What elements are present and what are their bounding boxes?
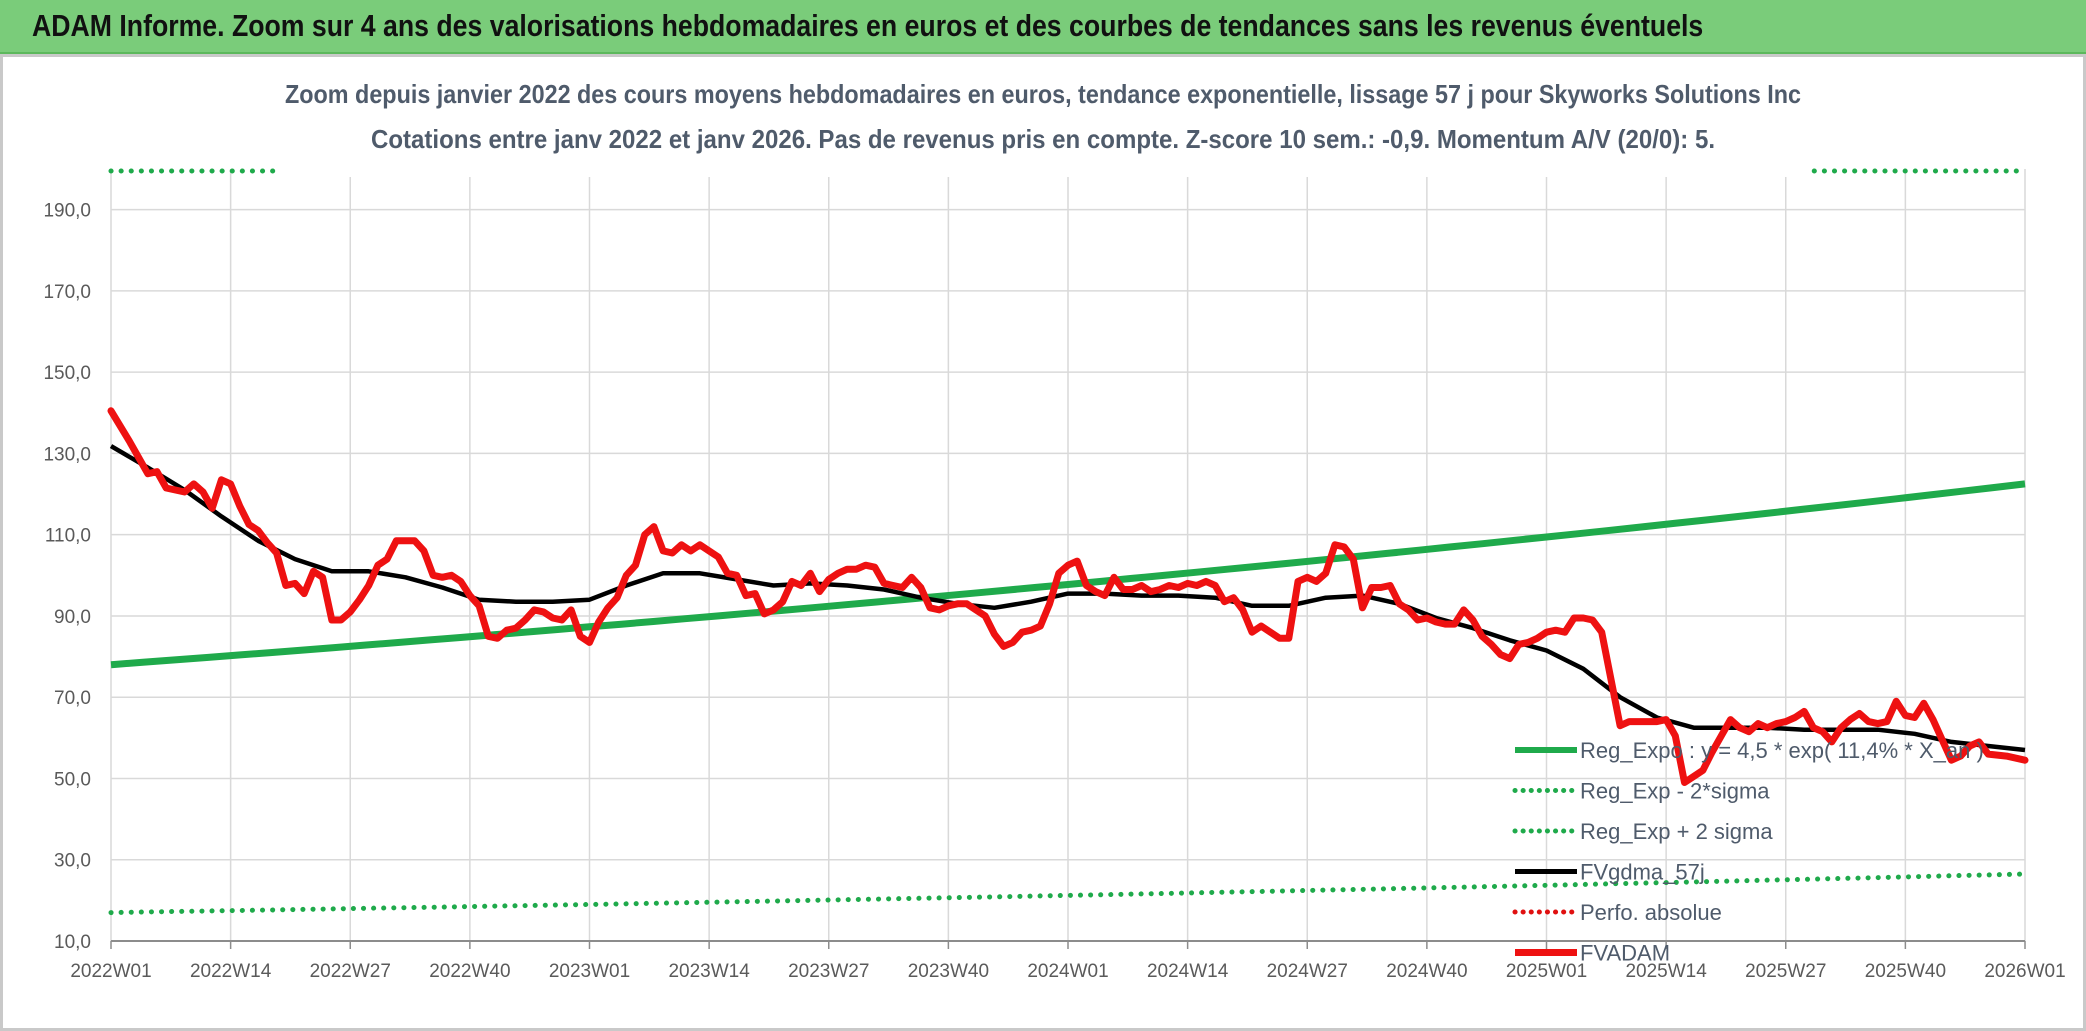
x-tick-label: 2022W14 [190,961,272,982]
x-tick-label: 2025W14 [1625,961,1707,982]
x-tick-label: 2023W40 [908,961,989,982]
y-tick-label: 90,0 [54,607,91,628]
series-layer [107,168,2029,916]
legend-label: Reg_Expo : y = 4,5 * exp( 11,4% * X_an ) [1580,738,1984,763]
series-line-fvadam [107,407,2029,786]
legend-label: Reg_Exp + 2 sigma [1580,819,1773,844]
legend-label: FVgdma_57j [1580,860,1705,885]
page-title: ADAM Informe. Zoom sur 4 ans des valoris… [32,8,1704,43]
y-tick-label: 110,0 [45,526,91,547]
x-tick-label: 2024W01 [1027,961,1108,982]
chart-svg: Zoom depuis janvier 2022 des cours moyen… [43,79,2066,982]
y-tick-label: 190,0 [43,201,91,222]
legend-label: FVADAM [1580,941,1670,966]
legend: Reg_Expo : y = 4,5 * exp( 11,4% * X_an )… [1512,738,1984,966]
grid-layer [110,169,2026,942]
y-tick-label: 10,0 [54,932,91,953]
title-layer: Zoom depuis janvier 2022 des cours moyen… [278,79,1808,177]
y-tick-label: 70,0 [54,688,91,709]
y-tick-label: 30,0 [54,851,91,872]
x-tick-label: 2023W14 [668,961,750,982]
x-tick-label: 2025W01 [1506,961,1587,982]
axis-layer: 10,0 30,0 50,0 70,0 90,0 110,0 130,0 150,0 170,0… [43,201,2065,982]
chart-title: Zoom depuis janvier 2022 des cours moyen… [285,79,1801,109]
x-tick-label: 2024W27 [1267,961,1348,982]
y-tick-label: 130,0 [43,444,91,465]
title-background [278,79,1808,177]
series-line-smoothing [109,444,2026,753]
chart-frame: Zoom depuis janvier 2022 des cours moyen… [0,54,2086,1031]
legend-label: Reg_Exp - 2*sigma [1580,779,1770,804]
x-tick-label: 2025W27 [1745,961,1826,982]
x-tick-label: 2023W01 [549,961,630,982]
y-tick-label: 170,0 [43,282,91,303]
x-tick-label: 2023W27 [788,961,869,982]
x-tick-label: 2025W40 [1865,961,1946,982]
x-tick-label: 2024W14 [1147,961,1229,982]
x-tick-label: 2022W01 [70,961,151,982]
x-tick-label: 2022W40 [429,961,510,982]
y-tick-label: 50,0 [54,769,91,790]
x-tick-label: 2026W01 [1984,961,2065,982]
x-tick-label: 2022W27 [310,961,391,982]
y-tick-label: 150,0 [43,363,91,384]
series-line-lower-band [108,871,2028,916]
series-line-regression [110,480,2026,669]
x-tick-label: 2024W40 [1386,961,1467,982]
chart-subtitle: Cotations entre janv 2022 et janv 2026. … [371,124,1715,154]
legend-label: Perfo. absolue [1580,900,1722,925]
header-bar: ADAM Informe. Zoom sur 4 ans des valoris… [0,0,2086,54]
